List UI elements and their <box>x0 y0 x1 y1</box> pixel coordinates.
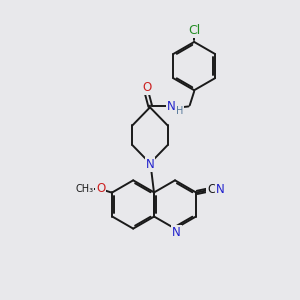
Text: N: N <box>146 158 154 171</box>
Text: Cl: Cl <box>188 24 200 37</box>
Text: N: N <box>216 183 224 196</box>
Text: N: N <box>167 100 176 113</box>
Text: O: O <box>142 81 152 94</box>
Text: CH₃: CH₃ <box>76 184 94 194</box>
Text: H: H <box>176 106 183 116</box>
Text: O: O <box>96 182 105 195</box>
Text: C: C <box>207 183 215 196</box>
Text: N: N <box>172 226 181 239</box>
